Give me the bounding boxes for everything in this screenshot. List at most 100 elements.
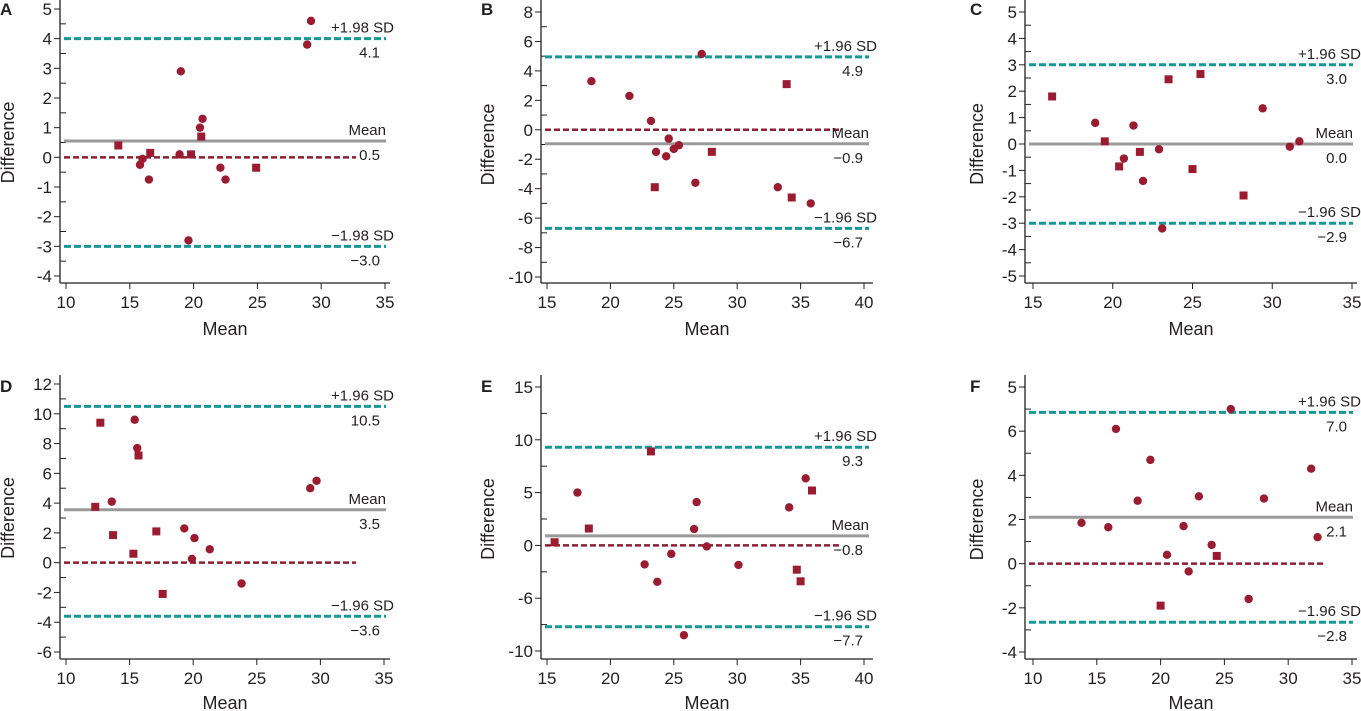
panel-letter: D <box>0 377 12 396</box>
y-tick-label: -5 <box>1002 267 1017 286</box>
data-point-circle <box>1162 550 1172 560</box>
y-tick-label: 6 <box>1008 422 1017 441</box>
y-tick-label: -1 <box>1002 161 1017 180</box>
x-tick-label: 25 <box>1215 669 1234 688</box>
x-tick-label: 15 <box>1024 293 1043 312</box>
upper-limit-label: +1.96 SD <box>814 38 877 55</box>
mean-label: Mean <box>1315 125 1353 142</box>
mean-value: −0.9 <box>833 150 863 167</box>
x-axis-title: Mean <box>684 693 729 711</box>
upper-limit-value: 10.5 <box>351 412 380 429</box>
lower-limit-label: −1.96 SD <box>814 608 877 625</box>
data-point-circle <box>640 560 649 569</box>
data-point-circle <box>1146 455 1155 465</box>
x-tick-label: 40 <box>855 293 874 312</box>
data-point-circle <box>187 554 197 564</box>
x-tick-label: 15 <box>120 669 139 688</box>
y-tick-label: 3 <box>1008 56 1017 75</box>
data-point-square <box>152 527 161 536</box>
data-point-square <box>646 447 655 456</box>
data-point-square <box>1188 165 1197 174</box>
data-point-square <box>91 502 100 511</box>
data-point-circle <box>1129 121 1138 130</box>
data-point-circle <box>806 199 815 208</box>
y-tick-label: 6 <box>43 464 52 483</box>
y-tick-label: 15 <box>514 378 533 397</box>
x-tick-label: 25 <box>664 293 683 312</box>
data-point-circle <box>1285 142 1294 151</box>
y-tick-label: 5 <box>524 484 533 503</box>
x-tick-label: 25 <box>247 669 266 688</box>
data-point-square <box>787 193 796 202</box>
data-point-circle <box>669 144 678 154</box>
data-point-circle <box>1295 137 1304 146</box>
data-point-circle <box>1184 567 1193 576</box>
data-point-square <box>796 577 805 586</box>
mean-label: Mean <box>1315 498 1353 515</box>
data-point-circle <box>176 67 186 76</box>
data-point-circle <box>1207 540 1216 550</box>
mean-value: 2.1 <box>1326 523 1347 540</box>
data-point-circle <box>1077 518 1086 528</box>
y-tick-label: -2 <box>37 208 52 227</box>
data-point-circle <box>312 476 321 485</box>
y-tick-label: 0 <box>1008 135 1017 154</box>
data-point-circle <box>237 579 246 588</box>
panel-b: -10 -8 -6 -4 -2 0 2 4 6 8 15 20 25 30 35 40 B Difference M… <box>478 0 877 339</box>
mean-value: 3.5 <box>359 516 380 533</box>
y-axis-title: Difference <box>0 477 18 559</box>
x-tick-label: 10 <box>1024 669 1043 688</box>
y-tick-label: -1 <box>37 178 52 197</box>
data-point-circle <box>1226 404 1235 414</box>
data-point-circle <box>133 443 142 453</box>
y-tick-label: 8 <box>43 435 52 454</box>
panel-letter: C <box>970 0 982 19</box>
x-tick-label: 15 <box>1087 669 1106 688</box>
y-tick-label: 2 <box>1008 511 1017 530</box>
y-tick-label: 5 <box>1008 378 1017 397</box>
x-tick-label: 20 <box>184 669 203 688</box>
y-tick-label: 10 <box>33 405 52 424</box>
mean-value: 0.5 <box>359 147 380 164</box>
x-tick-label: 20 <box>184 293 203 312</box>
data-point-square <box>1239 191 1248 200</box>
y-tick-label: 5 <box>1008 3 1017 22</box>
x-tick-label: 30 <box>728 293 747 312</box>
panel-letter: E <box>481 377 492 396</box>
upper-limit-label: +1.98 SD <box>331 20 394 37</box>
y-tick-label: 8 <box>524 3 533 22</box>
data-point-circle <box>107 497 116 506</box>
data-point-square <box>96 418 105 427</box>
x-tick-label: 35 <box>375 669 394 688</box>
panel-letter: F <box>970 377 980 396</box>
y-tick-label: 4 <box>524 62 533 81</box>
data-point-square <box>584 524 593 533</box>
data-point-circle <box>689 524 699 534</box>
y-tick-label: 4 <box>43 30 52 49</box>
data-point-circle <box>180 524 189 533</box>
data-point-circle <box>1194 492 1204 501</box>
x-tick-label: 20 <box>601 669 620 688</box>
panel-letter: A <box>0 0 12 19</box>
data-point-circle <box>144 175 154 184</box>
x-tick-label: 20 <box>1151 669 1170 688</box>
data-point-circle <box>625 91 634 101</box>
panel-d: -6 -4 -2 0 2 4 6 8 10 12 10 15 20 25 30 35 D Difference Me… <box>0 375 394 711</box>
data-point-square <box>792 565 801 574</box>
data-point-circle <box>135 160 145 169</box>
x-tick-label: 40 <box>855 669 874 688</box>
y-tick-label: 0 <box>524 121 533 140</box>
x-tick-label: 30 <box>311 669 330 688</box>
data-point-square <box>707 147 716 156</box>
data-point-circle <box>1179 521 1188 531</box>
mean-label: Mean <box>348 122 386 139</box>
data-point-square <box>782 80 791 89</box>
y-tick-label: -4 <box>1002 643 1017 662</box>
y-tick-label: 4 <box>1008 466 1017 485</box>
y-tick-label: 1 <box>1008 109 1017 128</box>
data-point-circle <box>573 488 582 497</box>
upper-limit-label: +1.96 SD <box>814 428 877 445</box>
x-tick-label: 20 <box>1103 293 1122 312</box>
upper-limit-value: 3.0 <box>1326 71 1347 88</box>
data-point-square <box>1048 92 1057 101</box>
